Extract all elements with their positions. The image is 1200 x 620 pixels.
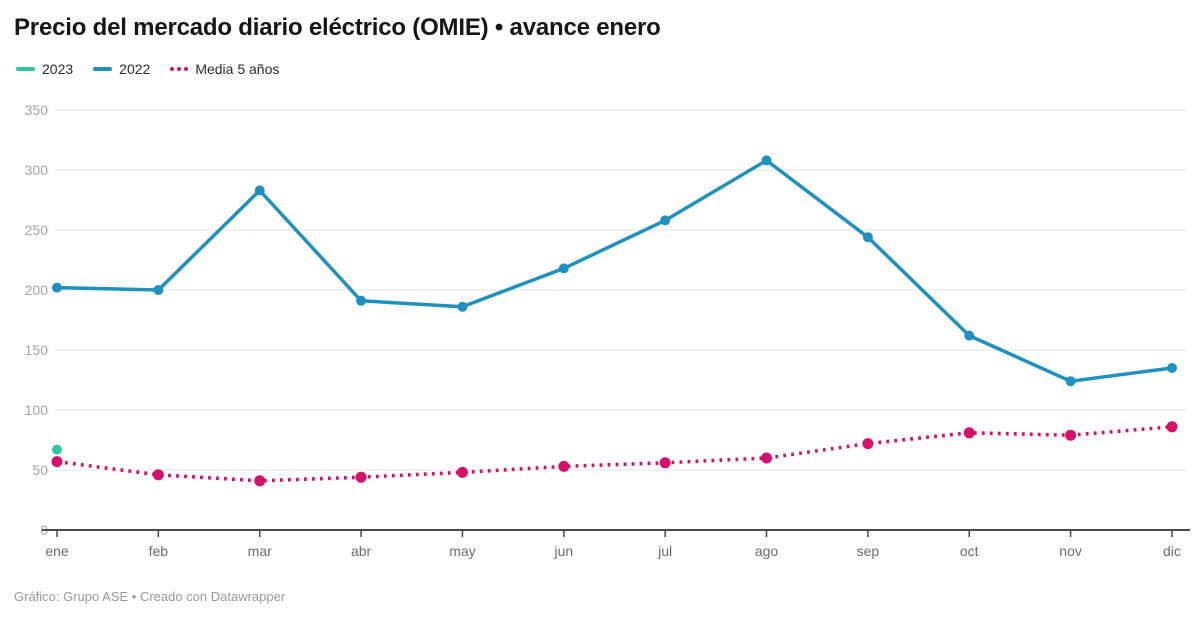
x-axis-label-feb: feb	[149, 543, 169, 559]
data-point-media-5-a-os-sep[interactable]	[862, 438, 874, 450]
data-point-2023-ene[interactable]	[52, 444, 62, 455]
data-point-2022-may[interactable]	[457, 301, 468, 312]
legend-label-media-5-anos: Media 5 años	[195, 61, 280, 77]
y-axis-label: 300	[25, 162, 49, 178]
series-line-media-5-a-os	[56, 425, 1173, 483]
data-point-media-5-a-os-mar[interactable]	[254, 475, 266, 487]
legend-swatch-media-5-anos	[170, 67, 189, 71]
data-point-media-5-a-os-ago[interactable]	[761, 452, 773, 464]
data-point-2022-ago[interactable]	[761, 155, 772, 166]
data-point-2022-dic[interactable]	[1166, 363, 1177, 373]
data-point-2022-ene[interactable]	[52, 282, 62, 293]
x-axis-label-mar: mar	[248, 543, 272, 559]
data-point-2022-nov[interactable]	[1065, 376, 1076, 387]
y-axis-label: 150	[25, 342, 49, 358]
legend-swatch-2023	[16, 67, 35, 71]
y-axis-label: 200	[25, 282, 49, 298]
x-axis-label-ene: ene	[45, 543, 69, 559]
series-line-2022	[55, 158, 1174, 383]
data-point-media-5-a-os-dic[interactable]	[1166, 421, 1178, 433]
data-point-media-5-a-os-feb[interactable]	[152, 469, 164, 481]
legend-item-2022: 2022	[93, 61, 150, 77]
data-point-2022-mar[interactable]	[254, 185, 265, 196]
data-point-2022-jul[interactable]	[660, 215, 671, 226]
data-point-2022-abr[interactable]	[356, 295, 367, 306]
x-axis-label-abr: abr	[351, 543, 372, 559]
legend-label-2023: 2023	[42, 61, 74, 77]
legend-swatch-2022	[93, 67, 113, 71]
data-point-media-5-a-os-jun[interactable]	[558, 460, 570, 472]
data-point-2022-oct[interactable]	[964, 330, 975, 341]
x-axis-label-sep: sep	[857, 543, 880, 559]
y-axis-label: 250	[25, 222, 49, 238]
chart-title: Precio del mercado diario eléctrico (OMI…	[14, 14, 661, 41]
data-point-media-5-a-os-may[interactable]	[456, 466, 468, 478]
data-point-media-5-a-os-oct[interactable]	[963, 427, 975, 439]
data-point-media-5-a-os-jul[interactable]	[659, 457, 671, 469]
x-axis-label-jun: jun	[553, 543, 573, 559]
x-axis-label-oct: oct	[960, 543, 979, 559]
data-point-media-5-a-os-nov[interactable]	[1065, 429, 1077, 441]
data-point-2022-sep[interactable]	[862, 232, 873, 243]
y-axis-label: 350	[25, 102, 49, 118]
x-axis-label-dic: dic	[1163, 543, 1181, 559]
data-point-2022-feb[interactable]	[153, 285, 164, 295]
legend: 2023 2022 Media 5 años	[16, 61, 279, 77]
data-point-media-5-a-os-abr[interactable]	[355, 471, 367, 483]
data-point-2022-jun[interactable]	[558, 263, 569, 274]
legend-item-2023: 2023	[16, 61, 73, 77]
legend-label-2022: 2022	[119, 61, 151, 77]
x-axis-label-ago: ago	[755, 543, 779, 559]
y-axis-label: 50	[32, 462, 48, 478]
chart-credit: Gráfico: Grupo ASE • Creado con Datawrap…	[14, 589, 286, 604]
legend-item-media-5-anos: Media 5 años	[170, 61, 279, 77]
y-axis-label: 100	[25, 402, 49, 418]
x-axis-label-may: may	[449, 543, 475, 559]
data-point-media-5-a-os-ene[interactable]	[51, 456, 63, 468]
x-axis-label-jul: jul	[657, 543, 672, 559]
x-axis-label-nov: nov	[1059, 543, 1082, 559]
